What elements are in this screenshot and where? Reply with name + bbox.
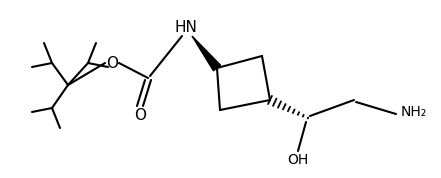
Polygon shape xyxy=(192,36,220,71)
Text: O: O xyxy=(106,56,118,70)
Text: NH₂: NH₂ xyxy=(401,105,427,119)
Text: O: O xyxy=(134,109,146,124)
Text: OH: OH xyxy=(288,153,309,167)
Text: HN: HN xyxy=(175,20,198,35)
